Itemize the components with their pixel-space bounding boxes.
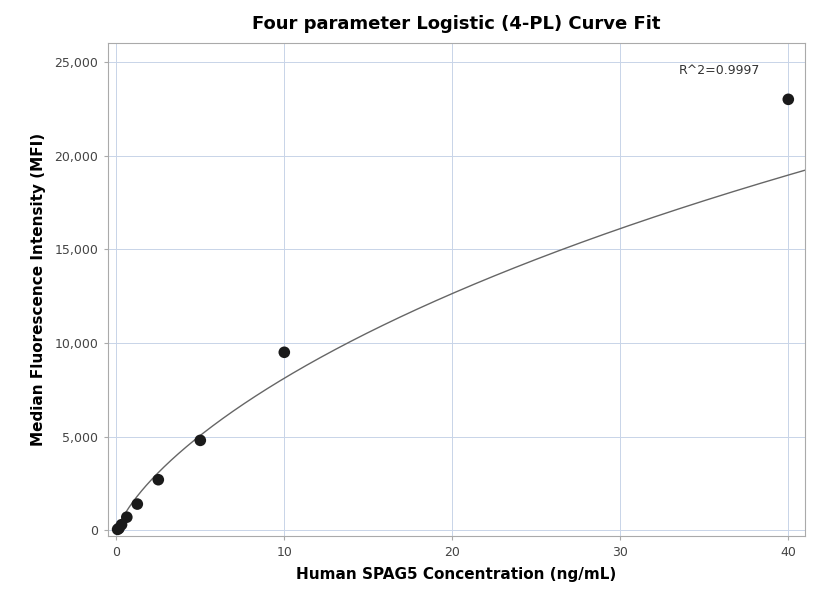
Title: Four parameter Logistic (4-PL) Curve Fit: Four parameter Logistic (4-PL) Curve Fit (252, 15, 661, 33)
Y-axis label: Median Fluorescence Intensity (MFI): Median Fluorescence Intensity (MFI) (31, 133, 46, 446)
Point (115, 520, 128, 530)
Point (120, 513, 134, 522)
Point (278, 347, 291, 357)
Point (111, 524, 124, 534)
Text: R^2=0.9997: R^2=0.9997 (679, 64, 760, 77)
Point (152, 475, 165, 485)
X-axis label: Human SPAG5 Concentration (ng/mL): Human SPAG5 Concentration (ng/mL) (296, 567, 617, 582)
Point (112, 524, 125, 533)
Point (130, 499, 144, 509)
Point (782, 94, 795, 104)
Point (193, 436, 207, 445)
